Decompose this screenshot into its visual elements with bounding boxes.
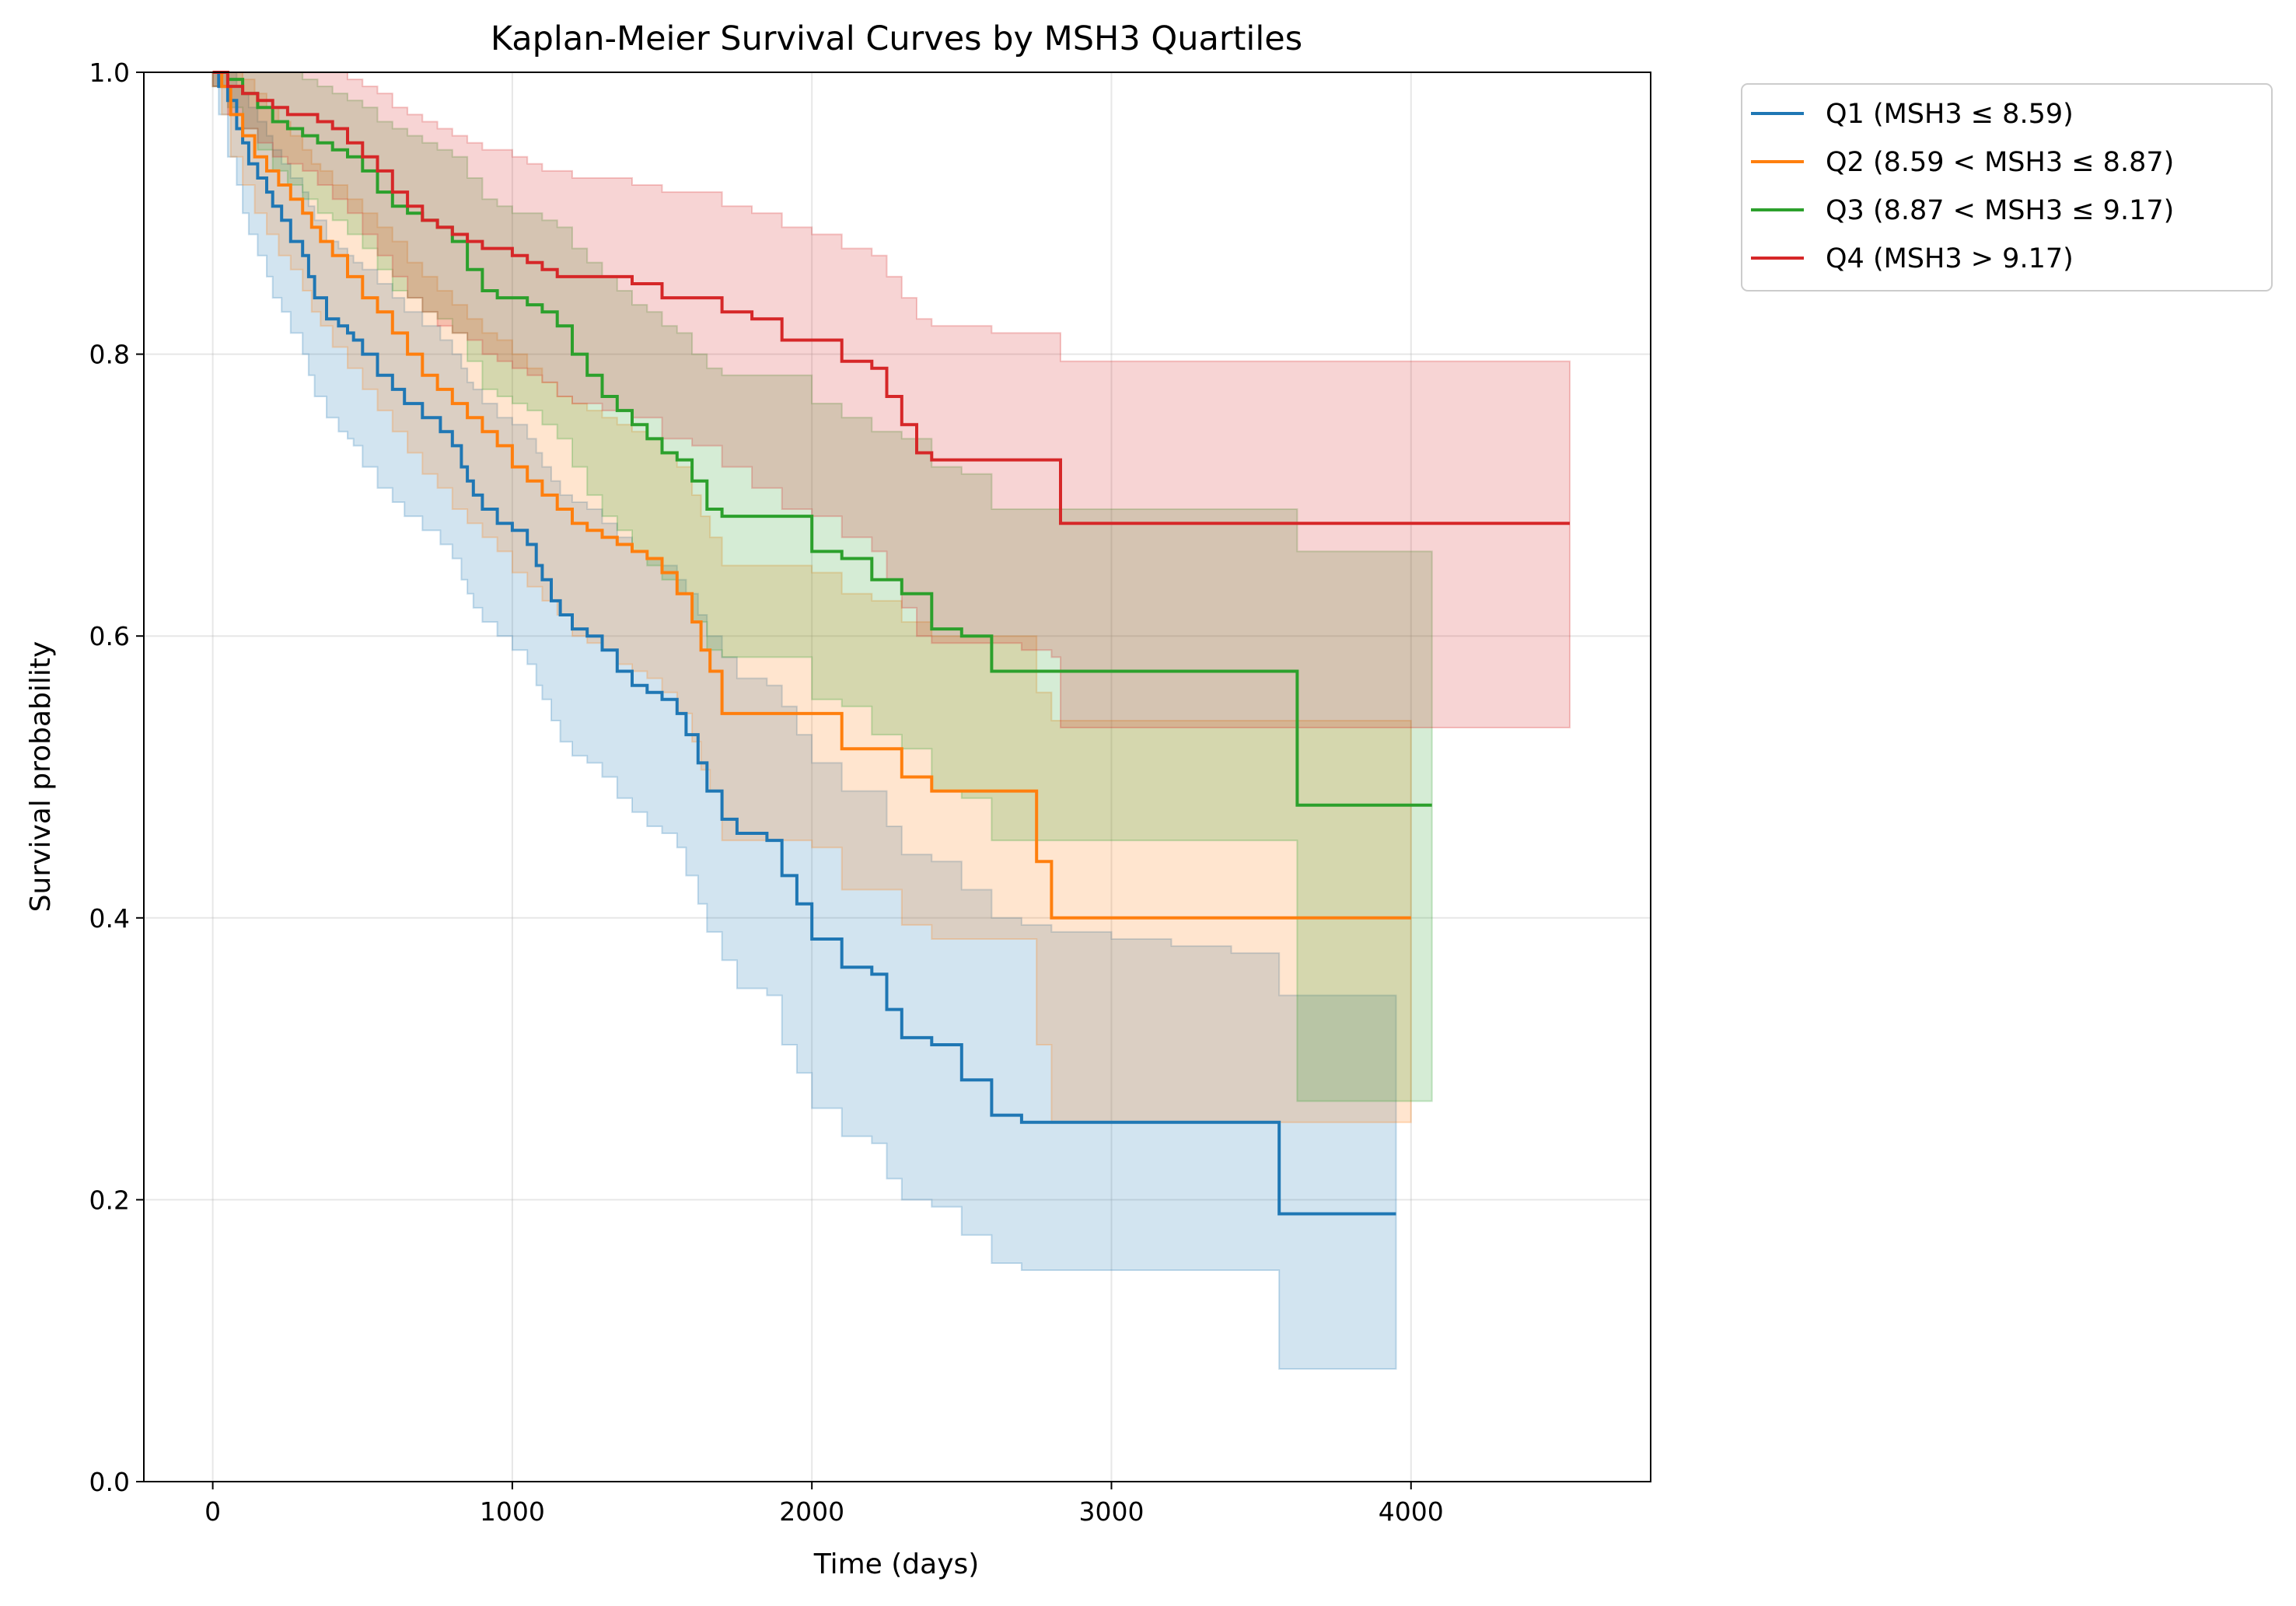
- y-tick-label: 1.0: [89, 58, 130, 88]
- legend-label-q4: Q4 (MSH3 > 9.17): [1826, 243, 2074, 274]
- confidence-band-q4: [211, 72, 1571, 728]
- legend-label-q2: Q2 (8.59 < MSH3 ≤ 8.87): [1826, 147, 2174, 178]
- legend-items: Q1 (MSH3 ≤ 8.59) Q2 (8.59 < MSH3 ≤ 8.87) Q…: [1751, 99, 2174, 274]
- plot-frame: [143, 72, 1651, 1482]
- survival-line-q2: [212, 71, 1411, 920]
- plot-background: [144, 72, 1651, 1482]
- x-tick-label: 1000: [480, 1496, 545, 1527]
- legend: Q1 (MSH3 ≤ 8.59) Q2 (8.59 < MSH3 ≤ 8.87) Q…: [1741, 83, 2273, 292]
- survival-line-q4: [212, 71, 1570, 525]
- confidence-band-q3: [211, 72, 1433, 1102]
- legend-label-q1: Q1 (MSH3 ≤ 8.59): [1826, 99, 2074, 130]
- x-axis-ticks: 0 1000 2000 3000 4000: [204, 1482, 1444, 1527]
- y-tick-label: 0.0: [89, 1467, 130, 1497]
- confidence-bands: [211, 72, 1571, 1370]
- survival-lines: [212, 71, 1570, 1216]
- y-axis-ticks: 0.0 0.2 0.4 0.6 0.8 1.0: [89, 58, 144, 1497]
- x-tick-label: 4000: [1379, 1496, 1444, 1527]
- x-tick-label: 2000: [779, 1496, 844, 1527]
- y-tick-label: 0.6: [89, 621, 130, 651]
- confidence-band-q1: [211, 72, 1397, 1370]
- chart-title: Kaplan-Meier Survival Curves by MSH3 Qua…: [491, 19, 1302, 58]
- y-axis-title: Survival probability: [25, 641, 57, 913]
- survival-line-q3: [212, 71, 1432, 807]
- x-axis-title: Time (days): [813, 1548, 980, 1580]
- plot-area: [143, 71, 1651, 1482]
- y-tick-label: 0.8: [89, 340, 130, 370]
- survival-line-q1: [212, 71, 1396, 1216]
- y-tick-label: 0.4: [89, 903, 130, 934]
- legend-box: [1741, 83, 2273, 292]
- x-tick-label: 3000: [1078, 1496, 1144, 1527]
- legend-label-q3: Q3 (8.87 < MSH3 ≤ 9.17): [1826, 195, 2174, 226]
- x-tick-label: 0: [204, 1496, 221, 1527]
- y-tick-label: 0.2: [89, 1185, 130, 1215]
- confidence-band-q2: [211, 72, 1412, 1123]
